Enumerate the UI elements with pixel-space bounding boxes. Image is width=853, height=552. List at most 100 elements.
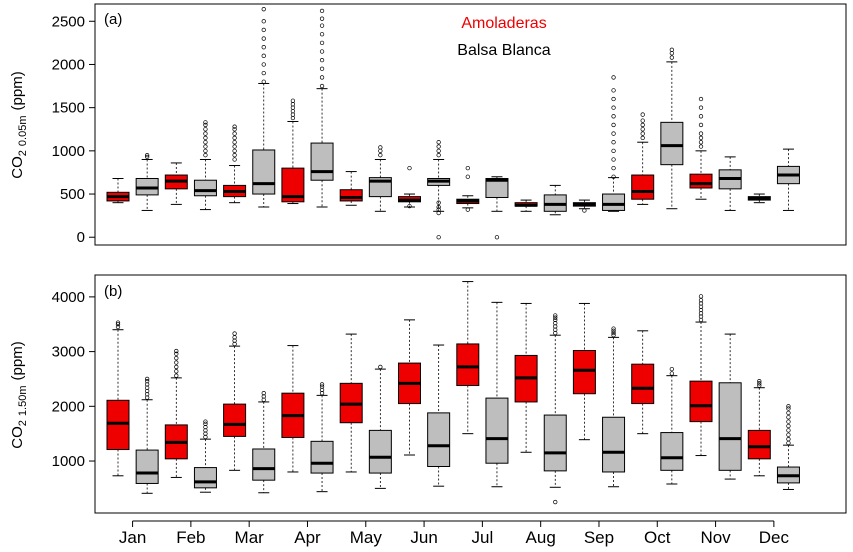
- box-iqr: [252, 149, 276, 195]
- outlier-point: [261, 62, 266, 67]
- panel-b-ylabel: CO21.50m(ppm): [9, 341, 29, 448]
- box-amoladeras-jun: [398, 165, 421, 209]
- outlier-point: [203, 120, 208, 125]
- outlier-point: [319, 8, 325, 14]
- box-iqr: [602, 193, 626, 211]
- outlier-point: [611, 75, 616, 80]
- box-balsa-blanca-jul: [485, 301, 509, 488]
- x-tick-label: Sep: [584, 528, 614, 547]
- outlier-point: [553, 313, 558, 318]
- outlier-point: [174, 351, 179, 356]
- outlier-point: [698, 140, 704, 145]
- outlier-point: [378, 145, 383, 150]
- outlier-point: [290, 98, 296, 103]
- y-tick-label: 2000: [52, 398, 85, 415]
- outlier-point: [698, 144, 704, 149]
- outlier-point: [786, 415, 791, 420]
- panel-b-yticks: 1000 2000 3000 4000: [52, 289, 95, 470]
- box-balsa-blanca-sep: [602, 326, 626, 488]
- outlier-point: [698, 122, 704, 128]
- x-tick-label: Feb: [176, 528, 205, 547]
- outlier-point: [640, 131, 645, 136]
- box-balsa-blanca-dec: [776, 404, 800, 490]
- outlier-point: [436, 207, 441, 212]
- outlier-point: [611, 165, 616, 171]
- box-balsa-blanca-feb: [193, 120, 217, 211]
- box-balsa-blanca-jun: [427, 344, 451, 487]
- outlier-point: [611, 96, 616, 102]
- outlier-point: [611, 131, 616, 136]
- x-tick-label: Aug: [526, 528, 556, 547]
- outlier-point: [203, 131, 208, 136]
- box-balsa-blanca-jun: [427, 140, 451, 240]
- box-amoladeras-dec: [747, 378, 771, 477]
- outlier-point: [786, 436, 791, 442]
- box-amoladeras-apr: [281, 345, 305, 473]
- box-iqr: [485, 177, 509, 198]
- panel-b-boxes: [106, 281, 800, 505]
- box-amoladeras-nov: [689, 294, 713, 457]
- outlier-point: [786, 432, 791, 437]
- box-balsa-blanca-aug: [543, 184, 567, 216]
- box-iqr: [223, 403, 247, 437]
- outlier-point: [232, 124, 237, 129]
- box-iqr: [456, 343, 480, 387]
- outlier-point: [319, 75, 325, 80]
- panel-a-ylabel: CO20.05m(ppm): [9, 71, 29, 178]
- outlier-point: [698, 105, 704, 110]
- outlier-point: [611, 122, 616, 128]
- outlier-point: [669, 51, 674, 56]
- y-tick-label: 4000: [52, 289, 85, 306]
- outlier-point: [203, 421, 208, 426]
- outlier-point: [553, 499, 558, 505]
- outlier-point: [232, 131, 237, 136]
- outlier-point: [436, 140, 441, 145]
- box-iqr: [310, 142, 334, 181]
- box-iqr: [281, 167, 305, 203]
- outlier-point: [203, 153, 208, 158]
- box-iqr: [193, 467, 217, 489]
- panel-a-yticks: 0 500 1000 1500 2000 2500: [52, 13, 95, 246]
- panel-a-boxes: [106, 7, 800, 240]
- box-amoladeras-may: [339, 171, 363, 206]
- outlier-point: [203, 140, 208, 145]
- box-amoladeras-oct: [631, 112, 655, 205]
- outlier-point: [757, 381, 762, 386]
- box-amoladeras-mar: [223, 124, 247, 204]
- y-tick-label: 3000: [52, 344, 85, 361]
- x-tick-label: May: [350, 528, 383, 547]
- box-iqr: [660, 121, 684, 166]
- outlier-point: [640, 127, 645, 132]
- box-iqr: [572, 350, 596, 395]
- outlier-point: [319, 16, 325, 21]
- box-balsa-blanca-apr: [310, 8, 334, 208]
- outlier-point: [640, 118, 645, 123]
- box-balsa-blanca-oct: [660, 47, 684, 210]
- outlier-point: [611, 140, 616, 145]
- outlier-point: [261, 391, 266, 396]
- outlier-point: [174, 360, 179, 365]
- outlier-point: [232, 140, 237, 145]
- outlier-point: [232, 153, 237, 158]
- outlier-point: [319, 66, 325, 71]
- box-balsa-blanca-jan: [135, 153, 159, 211]
- x-tick-label: Nov: [700, 528, 731, 547]
- outlier-point: [786, 404, 791, 409]
- outlier-point: [611, 148, 616, 153]
- outlier-point: [319, 83, 325, 89]
- outlier-point: [436, 235, 441, 240]
- outlier-point: [232, 144, 237, 149]
- box-iqr: [485, 397, 509, 464]
- outlier-point: [232, 157, 237, 162]
- outlier-point: [611, 88, 616, 93]
- outlier-point: [669, 366, 674, 372]
- outlier-point: [786, 423, 791, 429]
- outlier-point: [290, 115, 296, 121]
- box-amoladeras-aug: [514, 199, 538, 212]
- outlier-point: [494, 235, 500, 240]
- outlier-point: [553, 315, 558, 320]
- outlier-point: [669, 47, 674, 52]
- box-iqr: [602, 416, 626, 473]
- outlier-point: [290, 112, 296, 117]
- box-amoladeras-aug: [514, 302, 538, 453]
